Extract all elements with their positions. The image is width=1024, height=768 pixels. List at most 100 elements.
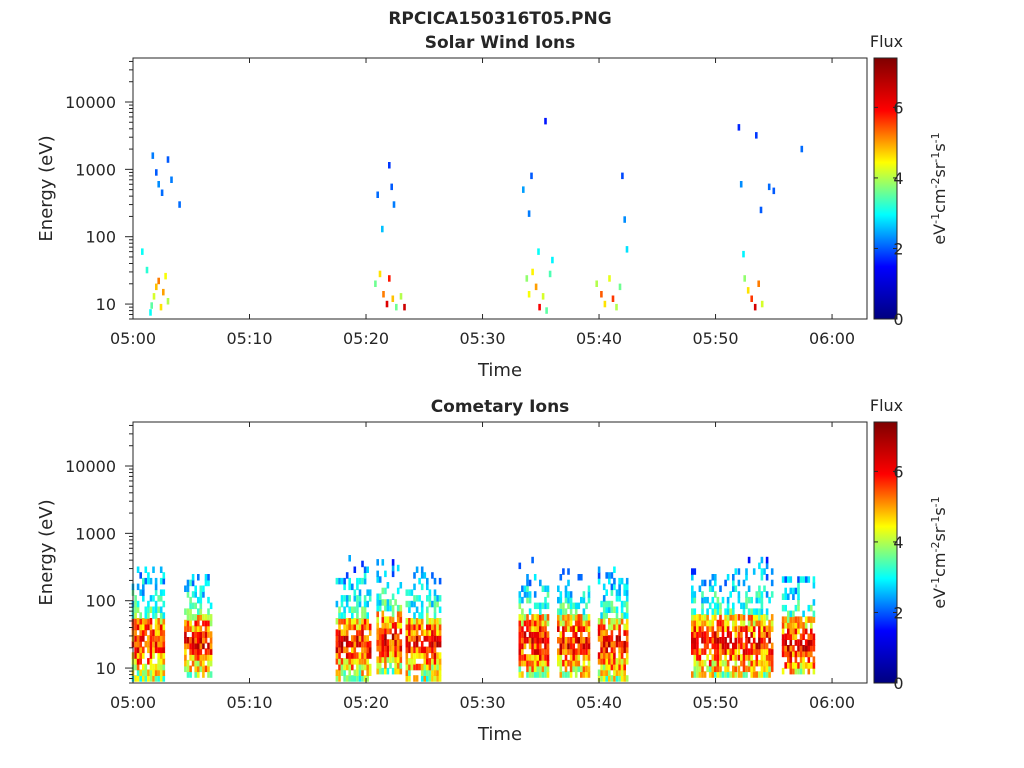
heatmap-cell [698,648,702,655]
heatmap-cell [389,656,392,663]
heatmap-cell [765,574,769,581]
heatmap-cell [797,599,800,606]
heatmap-cell [582,665,586,673]
heatmap-cell [345,640,349,648]
heatmap-cell [569,648,573,655]
heatmap-cell [353,658,357,665]
heatmap-cell [770,659,774,667]
heatmap-cell [539,619,542,627]
heatmap-cell [134,652,137,659]
heatmap-cell [740,671,743,678]
heatmap-cell [418,577,421,585]
heatmap-cell [544,614,547,621]
heatmap-cell [197,665,200,673]
heatmap-cell [438,669,442,676]
heatmap-cell [794,622,798,629]
heatmap-cell [792,610,795,618]
heatmap-cell [436,663,439,671]
heatmap-cell [348,555,351,562]
heatmap-cell [714,591,717,598]
heatmap-cell [696,631,699,638]
heatmap-cell [353,595,357,602]
heatmap-cell [384,667,387,675]
heatmap-cell [620,675,624,682]
heatmap-cell [191,614,195,621]
heatmap-cell [396,662,400,669]
heatmap-cell [567,614,570,621]
x-tick-label: 05:30 [459,693,505,712]
heatmap-cell [438,675,442,682]
heatmap-cell [381,616,385,623]
heatmap-cell [750,631,753,638]
heatmap-cell [518,648,522,655]
heatmap-cell [572,625,575,632]
heatmap-cell [420,583,424,591]
heatmap-cell [755,671,759,678]
heatmap-cell [799,576,803,583]
heatmap-cell [426,675,429,682]
heatmap-cell [559,619,563,627]
heatmap-cell [351,652,354,659]
heatmap-cell [363,618,367,625]
heatmap-cell [528,659,532,667]
heatmap-cell [559,614,563,621]
heatmap-cell [559,596,563,604]
heatmap-cell [758,562,761,570]
heatmap-cell [186,637,190,644]
heatmap-cell [567,619,570,627]
heatmap-cell [154,629,158,636]
heatmap-cell [569,659,573,667]
heatmap-cell [207,659,210,667]
heatmap-cell [428,635,432,642]
heatmap-cell [605,572,608,579]
heatmap-cell [191,579,195,587]
heatmap-cell [765,671,769,678]
heatmap-cell [714,665,717,673]
heatmap-cell [521,625,524,632]
heatmap-cell [526,665,529,673]
heatmap-cell [758,625,761,632]
heatmap-cell [569,625,573,632]
heatmap-cell [732,585,735,592]
heatmap-cell [564,642,568,650]
heatmap-cell [567,596,570,604]
heatmap-cell [615,595,619,602]
heatmap-cell [600,612,603,619]
heatmap-cell [159,589,163,596]
heatmap-cell [391,593,395,600]
heatmap-cell [381,633,385,640]
heatmap-cell [797,622,800,629]
heatmap-cell [428,675,432,682]
heatmap-cell [345,629,349,636]
heatmap-cell [562,648,565,655]
heatmap-cell [408,606,411,613]
heatmap-cell [348,652,351,659]
heatmap-cell [587,614,591,621]
heatmap-cell [415,606,419,613]
heatmap-cell [147,635,150,642]
heatmap-cell [567,648,570,655]
heatmap-cell [159,577,163,585]
heatmap-cell [693,642,697,650]
x-tick-label: 05:50 [692,693,738,712]
heatmap-cell [408,640,411,648]
heatmap-cell [389,627,392,635]
heatmap-cell [162,646,166,654]
heatmap-cell [546,671,550,678]
heatmap-cell [787,650,790,658]
heatmap-cell [789,622,793,629]
heatmap-cell [701,579,704,587]
heatmap-cell [623,658,626,665]
heatmap-cell [376,570,379,578]
heatmap-cell [154,623,158,631]
heatmap-cell [340,658,344,665]
heatmap-cell [199,614,203,621]
heatmap-cell [557,585,560,592]
heatmap-cell [784,650,787,658]
heatmap-cell [189,654,192,661]
heatmap-cell [374,280,377,287]
heatmap-cell [159,646,163,654]
heatmap-cell [531,659,534,667]
heatmap-cell [621,172,624,180]
